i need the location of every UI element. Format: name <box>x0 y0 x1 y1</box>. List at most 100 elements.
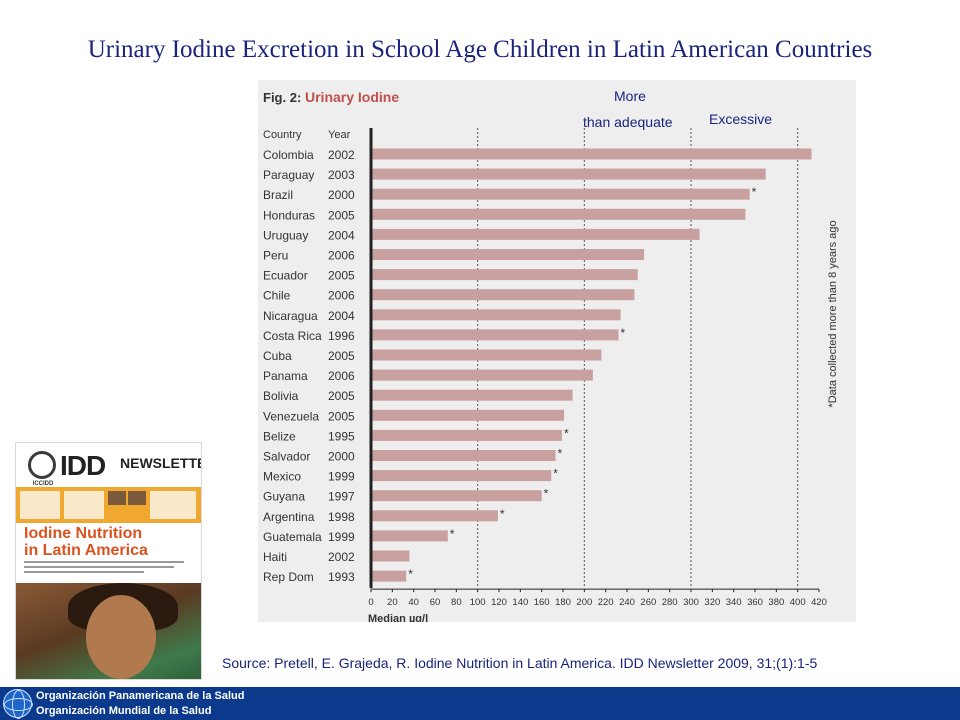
bar-venezuela <box>371 409 565 421</box>
x-tick-label: 0 <box>368 597 373 608</box>
figure-label: Fig. 2: <box>263 90 301 105</box>
footer-org-1: Organización Panamericana de la Salud <box>36 690 245 702</box>
year-label: 2005 <box>328 409 355 423</box>
chart-panel: Fig. 2: Urinary Iodine Country Year Colombia… <box>258 80 856 622</box>
bar-uruguay <box>371 228 700 240</box>
chart-title: Urinary Iodine <box>305 89 399 105</box>
year-label: 2000 <box>328 450 355 464</box>
year-label: 2000 <box>328 188 355 202</box>
bar-paraguay <box>371 168 766 180</box>
x-tick-label: 380 <box>768 597 784 608</box>
footer-bar: Organización Panamericana de la Salud Or… <box>0 687 960 720</box>
bar-haiti <box>371 550 410 562</box>
x-tick-label: 240 <box>619 597 635 608</box>
country-label: Belize <box>263 429 296 443</box>
cover-newsletter: NEWSLETTER <box>120 455 201 471</box>
footnote-old-data: *Data collected more than 8 years ago <box>827 220 839 407</box>
x-tick-label: 420 <box>811 597 827 608</box>
country-label: Haiti <box>263 550 287 564</box>
country-label: Paraguay <box>263 168 314 182</box>
bar-guyana <box>371 490 542 502</box>
year-label: 2006 <box>328 369 355 383</box>
x-tick-label: 280 <box>662 597 678 608</box>
bar-panama <box>371 369 593 381</box>
source-citation: Source: Pretell, E. Grajeda, R. Iodine N… <box>222 655 818 671</box>
year-label: 2005 <box>328 349 355 363</box>
iccidd-logo-icon <box>28 451 56 479</box>
cover-headline: Iodine Nutrition in Latin America <box>24 525 148 559</box>
old-data-marker: * <box>553 467 558 481</box>
x-tick-label: 20 <box>387 597 398 608</box>
cover-contents-strip <box>16 487 201 523</box>
year-label: 2002 <box>328 148 355 162</box>
country-label: Argentina <box>263 510 315 524</box>
old-data-marker: * <box>558 447 563 461</box>
footer-org-names: Organización Panamericana de la Salud Or… <box>36 689 244 719</box>
old-data-marker: * <box>564 426 569 440</box>
old-data-marker: * <box>408 567 413 581</box>
x-tick-label: 140 <box>512 597 528 608</box>
x-tick-label: 400 <box>790 597 806 608</box>
year-label: 2006 <box>328 249 355 263</box>
old-data-marker: * <box>752 185 757 199</box>
year-label: 2002 <box>328 550 355 564</box>
bar-guatemala <box>371 530 448 542</box>
bar-peru <box>371 249 645 260</box>
x-tick-label: 160 <box>534 597 550 608</box>
bar-bolivia <box>371 389 573 401</box>
bar-nicaragua <box>371 309 621 321</box>
year-label: 2004 <box>328 309 355 323</box>
year-label: 1993 <box>328 570 355 584</box>
country-label: Colombia <box>263 148 314 162</box>
x-tick-label: 40 <box>408 597 419 608</box>
country-label: Salvador <box>263 450 310 464</box>
cover-logo-text: ICCIDD <box>32 481 54 487</box>
bar-chile <box>371 289 635 301</box>
x-tick-label: 360 <box>747 597 763 608</box>
x-tick-label: 80 <box>451 597 462 608</box>
country-label: Brazil <box>263 188 293 202</box>
year-label: 1998 <box>328 510 355 524</box>
x-axis-label: Median µg/l <box>368 613 428 622</box>
year-label: 2005 <box>328 208 355 222</box>
country-label: Panama <box>263 369 308 383</box>
zone-label-more-than-adequate: than adequate <box>583 114 673 130</box>
country-label: Honduras <box>263 208 315 222</box>
country-label: Peru <box>263 249 288 263</box>
country-label: Nicaragua <box>263 309 318 323</box>
year-label: 2005 <box>328 269 355 283</box>
country-label: Bolivia <box>263 389 299 403</box>
paho-globe-icon <box>3 689 33 719</box>
country-label: Uruguay <box>263 228 308 242</box>
cover-photo <box>16 583 201 679</box>
bar-ecuador <box>371 269 638 281</box>
bar-costa-rica <box>371 329 619 341</box>
year-label: 1996 <box>328 329 355 343</box>
bar-rep-dom <box>371 570 407 582</box>
cover-idd: IDD <box>60 450 106 481</box>
x-tick-label: 260 <box>640 597 656 608</box>
bar-mexico <box>371 470 552 482</box>
bar-honduras <box>371 208 746 220</box>
x-tick-label: 180 <box>555 597 571 608</box>
country-label: Ecuador <box>263 269 308 283</box>
x-tick-label: 120 <box>491 597 507 608</box>
column-header-country: Country <box>263 129 302 141</box>
old-data-marker: * <box>450 527 455 541</box>
urinary-iodine-chart: Fig. 2: Urinary Iodine Country Year Colombia… <box>263 89 839 622</box>
country-label: Guatemala <box>263 530 322 544</box>
year-label: 2003 <box>328 168 355 182</box>
year-label: 1995 <box>328 429 355 443</box>
slide-title: Urinary Iodine Excretion in School Age C… <box>87 36 873 63</box>
country-label: Rep Dom <box>263 570 314 584</box>
bar-cuba <box>371 349 602 361</box>
x-tick-label: 320 <box>704 597 720 608</box>
bar-brazil <box>371 188 750 200</box>
cover-masthead: ICCIDD IDD NEWSLETTER <box>16 443 201 487</box>
country-label: Venezuela <box>263 409 319 423</box>
column-header-year: Year <box>328 129 351 141</box>
country-label: Guyana <box>263 490 305 504</box>
x-tick-label: 200 <box>576 597 592 608</box>
country-label: Cuba <box>263 349 292 363</box>
x-tick-label: 220 <box>598 597 614 608</box>
